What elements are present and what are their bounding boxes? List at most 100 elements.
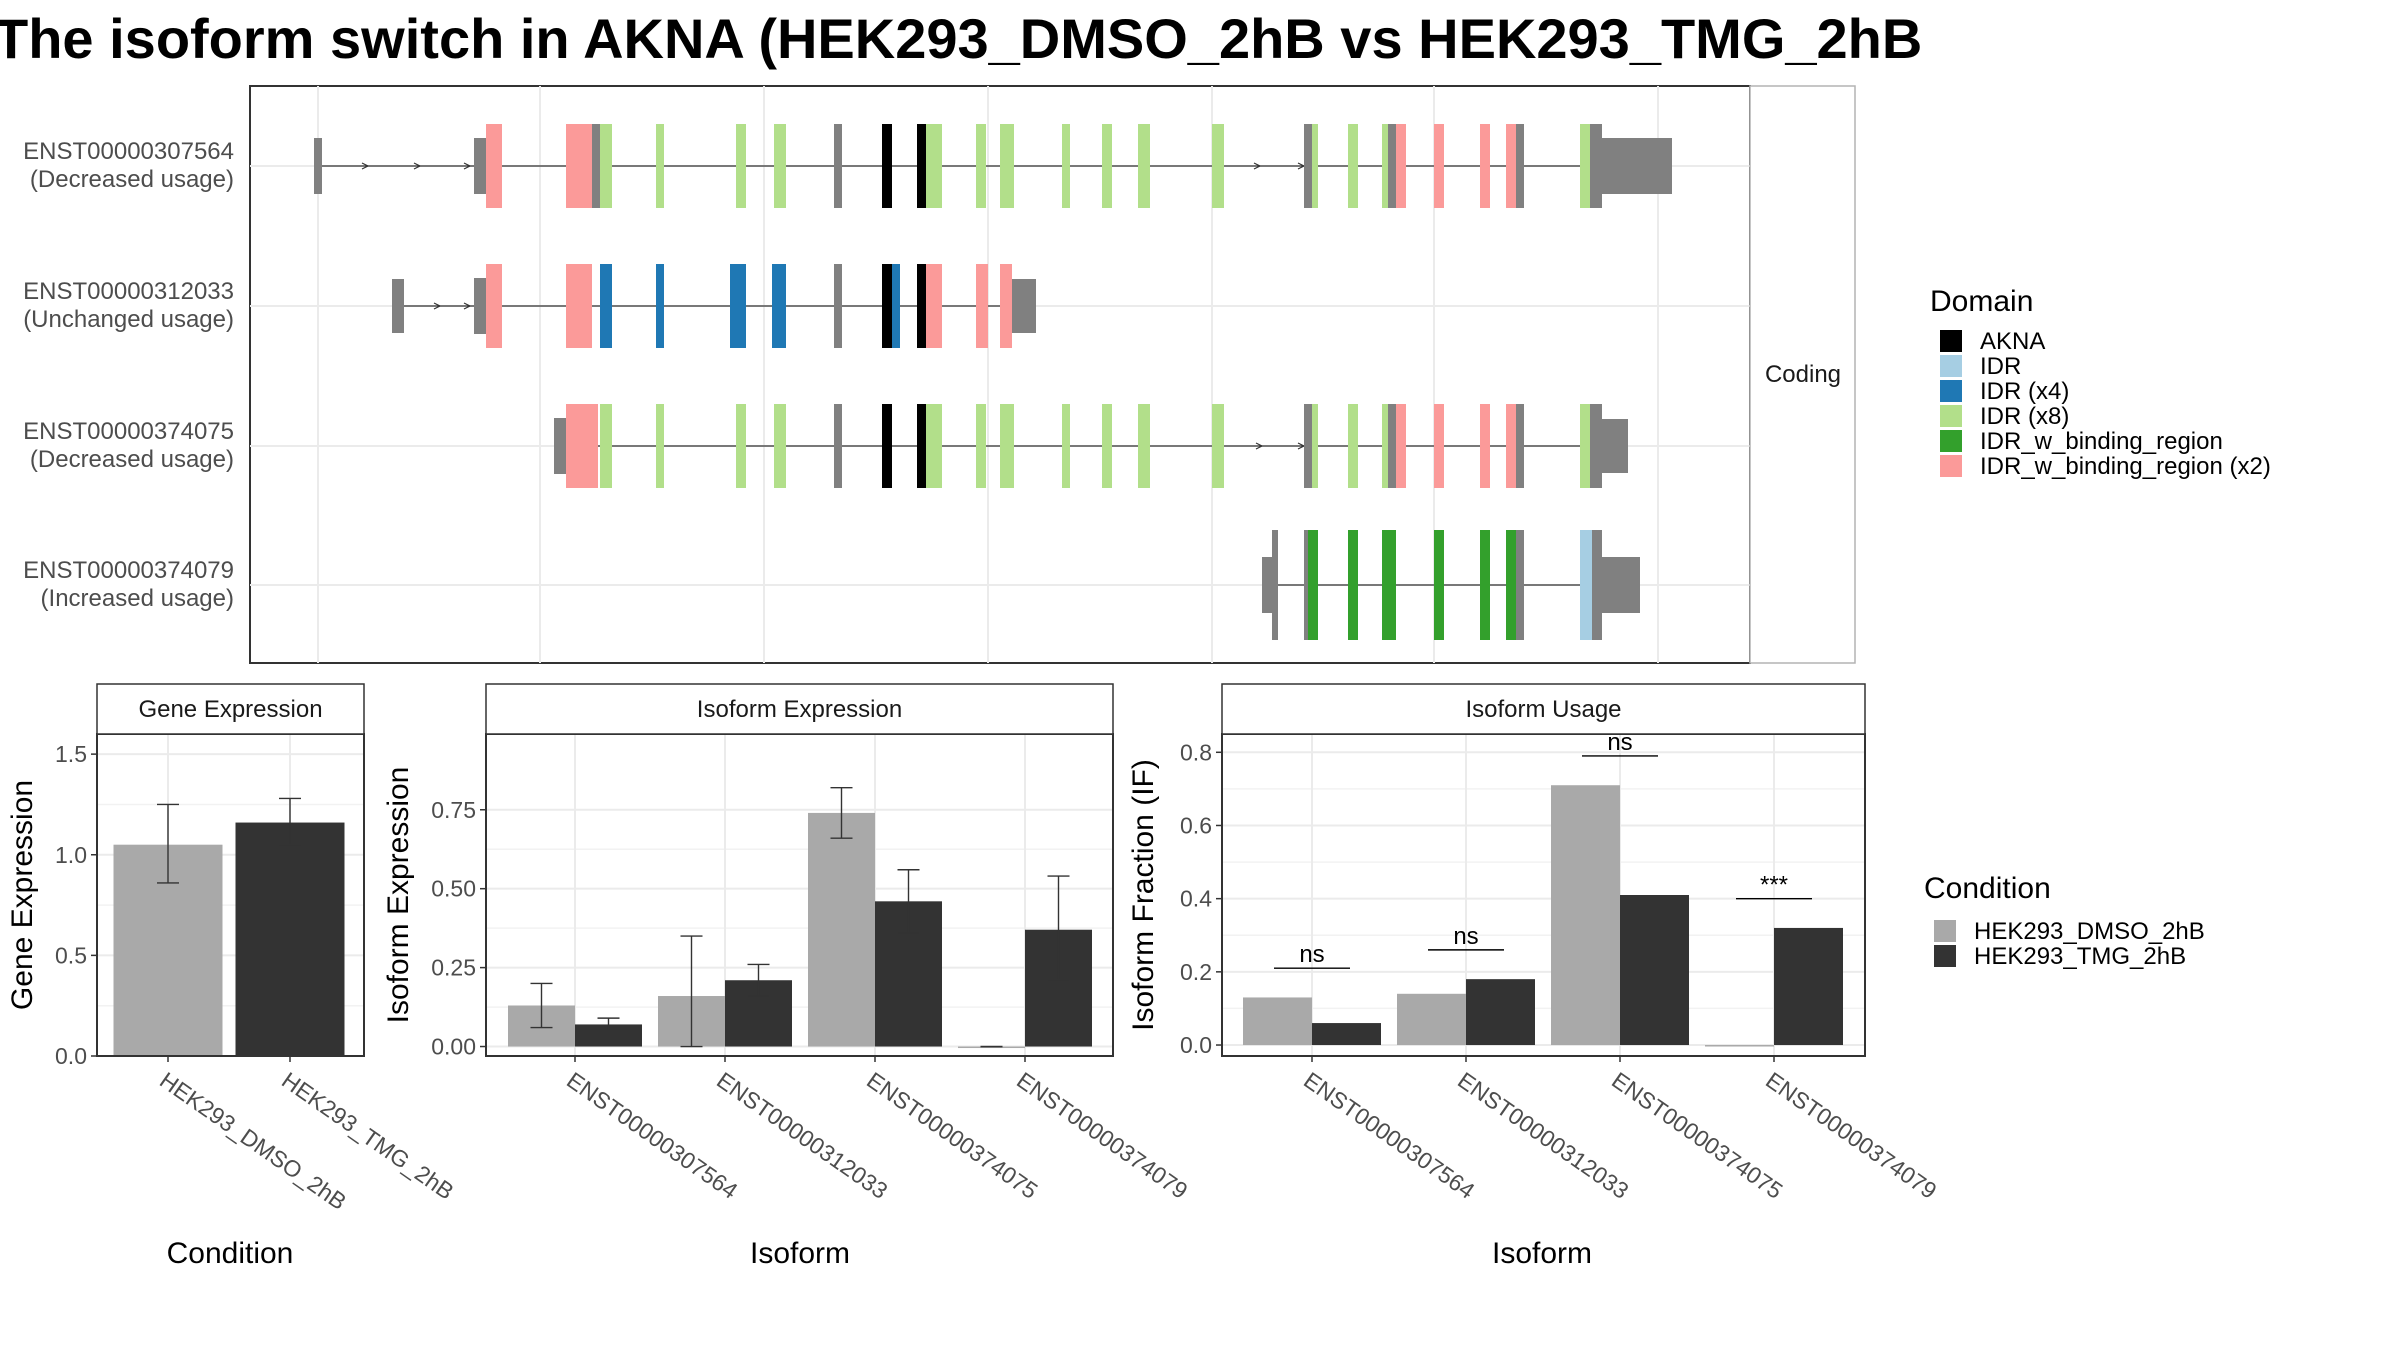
isoform-usage-label: (Unchanged usage) <box>23 306 234 333</box>
exon-block <box>1516 530 1524 640</box>
bar <box>958 1046 1025 1049</box>
isoform-id-label: ENST00000307564 <box>23 138 234 165</box>
panel-strip-label: Isoform Expression <box>697 696 902 723</box>
exon-block <box>1304 404 1312 488</box>
panel-strip <box>1221 683 1866 735</box>
exon-block <box>1312 124 1318 208</box>
significance-label: *** <box>1760 872 1788 899</box>
exon-block <box>1506 404 1516 488</box>
exon-block <box>1516 404 1524 488</box>
utr-block <box>474 278 486 334</box>
isoform-structure-panel: Coding <box>249 85 1856 664</box>
bar <box>575 1024 642 1047</box>
exon-block <box>736 404 746 488</box>
exon-block <box>1388 124 1396 208</box>
utr-block <box>1602 557 1640 613</box>
exon-block <box>1348 530 1358 640</box>
exon-block <box>600 124 612 208</box>
exon-block <box>1000 264 1012 348</box>
condition-legend-title: Condition <box>1924 872 2051 905</box>
coding-strip-label: Coding <box>1765 361 1841 388</box>
y-tick-label: 0.25 <box>431 955 476 981</box>
exon-block <box>1506 124 1516 208</box>
panel-strip-label: Isoform Usage <box>1465 696 1621 723</box>
exon-block <box>592 124 600 208</box>
domain-legend-key <box>1940 430 1962 452</box>
y-axis-title: Isoform Fraction (IF) <box>1127 759 1160 1031</box>
exon-block <box>1516 124 1524 208</box>
isoform-usage-label: (Decreased usage) <box>30 166 234 193</box>
exon-block <box>1000 124 1014 208</box>
exon-block <box>1434 530 1444 640</box>
exon-block <box>736 124 746 208</box>
exon-block <box>892 264 900 348</box>
domain-legend-key <box>1940 455 1962 477</box>
intron-arrow <box>463 302 472 310</box>
y-tick-label: 0.5 <box>55 942 87 968</box>
bar <box>1466 979 1535 1046</box>
exon-block <box>976 264 988 348</box>
exon-block <box>1480 404 1490 488</box>
bar <box>808 812 875 1047</box>
y-tick-label: 0.50 <box>431 876 476 902</box>
plot-area <box>486 734 1113 1056</box>
exon-block <box>1348 124 1358 208</box>
exon-block <box>1348 404 1358 488</box>
intron-arrow <box>413 162 422 170</box>
exon-block <box>1000 404 1014 488</box>
bar <box>1620 895 1689 1046</box>
intron-arrow <box>433 302 442 310</box>
isoform-labels: ENST00000307564(Decreased usage)ENST0000… <box>23 138 234 612</box>
y-tick-label: 0.6 <box>1180 812 1212 838</box>
utr-block <box>474 138 486 194</box>
exon-block <box>1138 124 1150 208</box>
exon-block <box>976 404 986 488</box>
panel-strip <box>96 683 365 735</box>
exon-block <box>1580 404 1592 488</box>
exon-block <box>976 124 986 208</box>
exon-block <box>600 404 612 488</box>
gene-expression-panel: 0.00.51.01.5HEK293_DMSO_2hBHEK293_TMG_2h… <box>6 683 459 1270</box>
exon-block <box>1062 124 1070 208</box>
exon-block <box>917 404 927 488</box>
exon-block <box>1396 124 1406 208</box>
exon-block <box>772 264 786 348</box>
exon-block <box>656 264 664 348</box>
utr-block <box>1262 557 1272 613</box>
structure-tracks <box>314 124 1672 640</box>
utr-block <box>1600 419 1628 473</box>
y-tick-label: 0.2 <box>1180 959 1212 985</box>
isoform-usage-panel: 0.00.20.40.60.8ENST00000307564ENST000003… <box>1127 683 1942 1270</box>
figure-title: The isoform switch in AKNA (HEK293_DMSO_… <box>0 7 1922 70</box>
bar <box>1243 997 1312 1046</box>
y-tick-label: 0.75 <box>431 797 476 823</box>
domain-legend-label: IDR (x4) <box>1980 378 2069 405</box>
exon-block <box>1382 124 1392 208</box>
isoform-usage-label: (Decreased usage) <box>30 446 234 473</box>
y-tick-label: 0.4 <box>1180 886 1212 912</box>
exon-block <box>1272 530 1278 640</box>
exon-block <box>774 404 786 488</box>
exon-block <box>1480 530 1490 640</box>
domain-legend-key <box>1940 405 1962 427</box>
exon-block <box>926 124 942 208</box>
exon-block <box>566 264 592 348</box>
condition-legend-label: HEK293_TMG_2hB <box>1974 943 2186 970</box>
domain-legend-label: IDR (x8) <box>1980 403 2069 430</box>
domain-legend-label: IDR_w_binding_region <box>1980 428 2223 455</box>
exon-block <box>1304 124 1312 208</box>
domain-legend-title: Domain <box>1930 285 2033 318</box>
exon-block <box>1580 124 1592 208</box>
exon-block <box>1306 530 1318 640</box>
y-axis-title: Gene Expression <box>6 780 39 1010</box>
intron-arrow <box>1253 162 1262 170</box>
exon-block <box>1580 530 1592 640</box>
y-tick-label: 0.0 <box>55 1043 87 1069</box>
panel-strip-label: Gene Expression <box>138 696 322 723</box>
bar <box>1312 1023 1381 1046</box>
exon-block <box>1590 124 1602 208</box>
